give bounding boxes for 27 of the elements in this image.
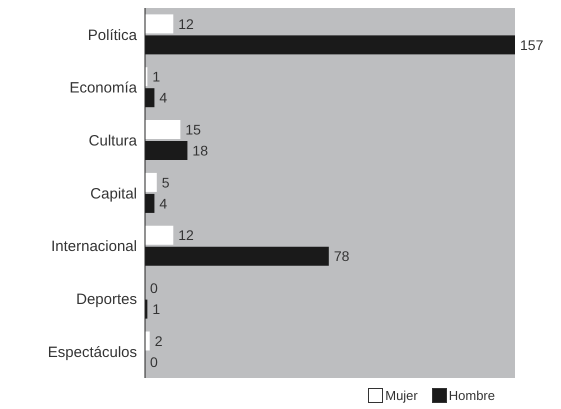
data-label: 5	[162, 174, 170, 190]
legend-label: Hombre	[448, 388, 495, 403]
data-label: 157	[520, 36, 544, 53]
bar	[145, 120, 180, 140]
bar	[145, 172, 157, 192]
y-tick-label: Economía	[69, 80, 138, 97]
y-tick-label: Política	[88, 26, 138, 44]
y-tick-label: Cultura	[88, 132, 138, 150]
data-label: 1	[152, 301, 160, 318]
data-label: 15	[185, 122, 202, 138]
data-label: 4	[159, 195, 168, 212]
data-label: 18	[192, 142, 208, 159]
data-label: 0	[150, 280, 158, 296]
legend-label: Mujer	[385, 388, 418, 403]
bar	[145, 14, 174, 34]
data-label: 12	[178, 227, 194, 244]
bar	[145, 226, 174, 245]
y-tick-label: Deportes	[76, 291, 137, 308]
data-label: 1	[152, 68, 160, 85]
data-label: 4	[159, 90, 168, 106]
y-tick-label: Espectáculos	[48, 344, 137, 361]
y-tick-label: Capital	[90, 185, 137, 202]
data-label: 12	[178, 16, 194, 32]
data-label: 0	[150, 354, 158, 370]
data-label: 78	[334, 248, 350, 264]
data-label: 2	[154, 332, 163, 349]
y-tick-label: Internacional	[51, 238, 137, 256]
